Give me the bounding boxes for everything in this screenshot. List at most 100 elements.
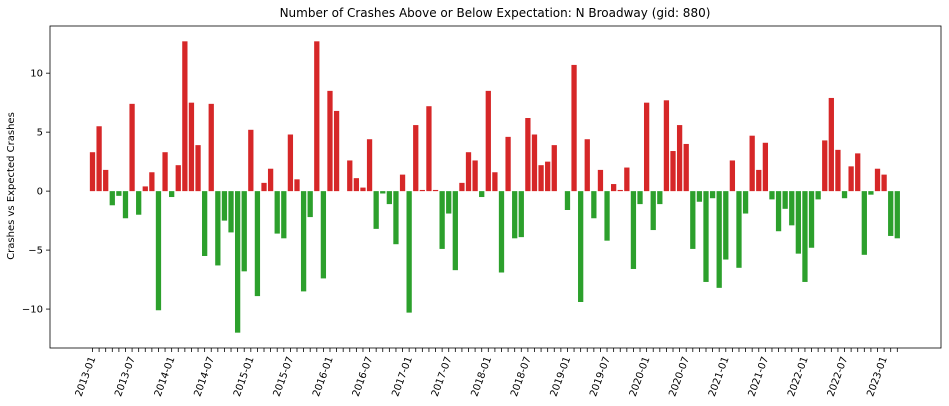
bar <box>142 186 148 192</box>
bar <box>604 191 610 241</box>
x-tick-label: 2022-01 <box>786 355 811 398</box>
bar <box>472 160 478 192</box>
y-axis-ticks: −10 −5 0 5 10 <box>22 69 50 316</box>
bar <box>815 191 821 200</box>
bar <box>333 110 340 192</box>
bar <box>584 139 590 192</box>
bar <box>756 169 762 192</box>
x-tick-label: 2017-01 <box>390 355 415 398</box>
bar <box>643 102 650 192</box>
x-tick-label: 2013-07 <box>113 355 138 398</box>
bar <box>676 125 683 192</box>
bar <box>861 191 867 255</box>
y-tick-label: −5 <box>28 246 43 257</box>
bar <box>406 191 412 313</box>
bar <box>136 191 142 215</box>
bar <box>314 41 320 192</box>
bar <box>769 191 775 200</box>
y-tick-label: 0 <box>37 187 43 198</box>
bar <box>663 100 670 192</box>
bar <box>149 172 155 192</box>
bar <box>525 118 531 192</box>
bar <box>762 142 769 192</box>
bar <box>261 182 267 192</box>
bar <box>248 129 254 192</box>
bar <box>96 126 102 192</box>
bar <box>729 160 736 192</box>
chart-title: Number of Crashes Above or Below Expecta… <box>280 6 711 20</box>
x-tick-label: 2022-07 <box>826 355 851 398</box>
bar <box>109 191 115 206</box>
bar <box>538 165 544 192</box>
x-tick-label: 2019-07 <box>588 355 613 398</box>
bar <box>505 136 511 192</box>
bar <box>432 189 439 192</box>
bar <box>855 153 861 192</box>
bar <box>188 102 195 192</box>
bar <box>492 172 498 192</box>
bar <box>736 191 742 268</box>
bar <box>195 145 201 192</box>
bar <box>703 191 709 282</box>
bar <box>611 184 617 192</box>
bar <box>373 191 379 229</box>
bar <box>782 191 788 209</box>
bar <box>683 143 689 192</box>
bar <box>103 169 109 192</box>
bar <box>465 152 472 192</box>
bar <box>327 90 333 192</box>
x-tick-label: 2021-07 <box>747 355 772 398</box>
bar <box>637 191 643 205</box>
bar <box>479 191 485 198</box>
bar <box>894 191 900 239</box>
bar <box>360 187 366 192</box>
bar <box>775 191 782 232</box>
bar <box>281 191 287 239</box>
bar <box>874 168 881 192</box>
bar <box>650 191 656 231</box>
x-tick-label: 2023-01 <box>865 355 890 398</box>
x-tick-label: 2018-07 <box>509 355 534 398</box>
bar <box>347 160 353 192</box>
bar <box>116 191 122 196</box>
bar <box>380 191 386 194</box>
bar <box>822 140 828 192</box>
bar <box>564 191 571 210</box>
bar <box>366 139 373 192</box>
bar <box>696 191 703 202</box>
x-axis-ticks: 2013-01 2013-07 2014-01 2014-07 2015-01 2015-… <box>74 348 898 398</box>
bar <box>274 191 280 234</box>
bar <box>399 174 406 192</box>
bar <box>498 191 505 273</box>
bar <box>221 191 228 221</box>
bar <box>353 178 360 192</box>
bar <box>439 191 445 249</box>
bar <box>630 191 637 269</box>
bar <box>426 106 432 192</box>
bar <box>518 191 524 238</box>
bar <box>89 152 96 192</box>
x-tick-label: 2014-07 <box>192 355 217 398</box>
x-tick-label: 2019-01 <box>549 355 574 398</box>
bar <box>169 191 175 198</box>
bar <box>267 168 274 192</box>
bar <box>234 191 241 333</box>
x-tick-label: 2021-01 <box>707 355 732 398</box>
bar <box>881 174 887 192</box>
bar <box>848 166 854 192</box>
bar <box>657 191 663 205</box>
bar <box>723 191 729 260</box>
bar <box>531 134 538 192</box>
bar <box>413 125 419 192</box>
bar <box>624 167 630 192</box>
bar <box>742 191 749 214</box>
bar <box>749 135 755 192</box>
bar <box>452 191 458 271</box>
bar <box>802 191 808 282</box>
x-tick-label: 2018-01 <box>469 355 494 398</box>
bar <box>808 191 815 248</box>
bar <box>709 191 716 199</box>
bar <box>716 191 722 288</box>
bar <box>254 191 261 297</box>
x-tick-label: 2015-01 <box>232 355 257 398</box>
